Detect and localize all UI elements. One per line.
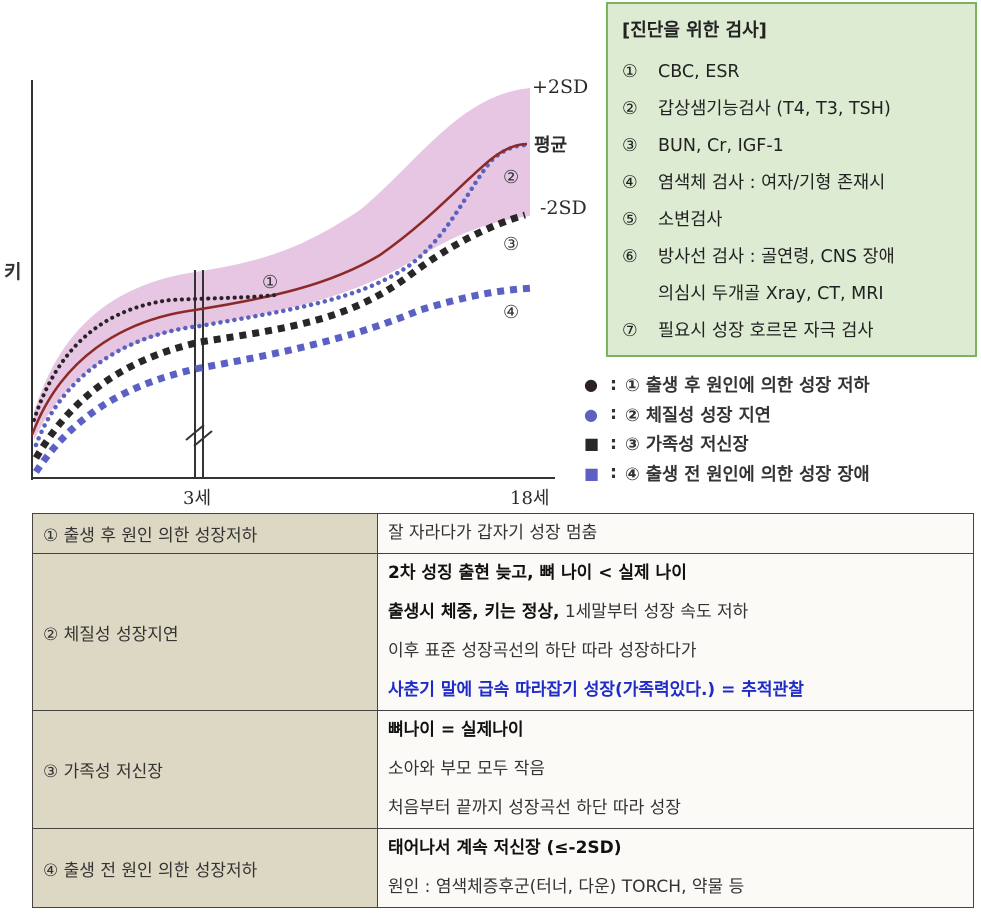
row-line-bold: 출생시 체중, 키는 정상, <box>388 602 560 622</box>
test-text: 갑상샘기능검사 (T4, T3, TSH) <box>658 99 891 119</box>
test-item: ④ 염색체 검사 : 여자/기형 존재시 <box>622 165 961 202</box>
test-item: ⑥ 방사선 검사 : 골연령, CNS 장애 <box>622 239 961 276</box>
row-line: 태어나서 계속 저신장 (≤-2SD) <box>388 838 622 858</box>
curve-4-prenatal <box>33 284 534 474</box>
legend-item: ■ : ④ 출생 전 원인에 의한 성장 장애 <box>584 459 976 489</box>
test-item: ⑦ 필요시 성장 호르몬 자극 검사 <box>622 313 961 350</box>
legend-dot-icon: ● <box>584 375 598 395</box>
test-text: BUN, Cr, IGF-1 <box>658 136 784 156</box>
legend-square-icon: ■ <box>584 463 600 483</box>
x-tick-3: 3세 <box>183 488 211 509</box>
test-text: CBC, ESR <box>658 62 740 82</box>
axis-break-slash2 <box>193 430 213 447</box>
row-content: 태어나서 계속 저신장 (≤-2SD) 원인 : 염색체증후군(터너, 다운) … <box>377 828 974 908</box>
legend-item: ■ : ③ 가족성 저신장 <box>584 429 976 459</box>
legend-text: ④ 출생 전 원인에 의한 성장 장애 <box>625 464 870 485</box>
test-num: ① <box>622 62 638 82</box>
legend-dot-icon: ● <box>584 404 598 424</box>
curve-marker-2: ② <box>503 167 519 188</box>
legend-item: ● : ② 체질성 성장 지연 <box>584 400 976 430</box>
row-line-highlight: 사춘기 말에 급속 따라잡기 성장(가족력있다.) = 추적관찰 <box>388 680 804 700</box>
test-num: ⑦ <box>622 321 638 341</box>
growth-disorder-table: ① 출생 후 원인 의한 성장저하 잘 자라다가 갑자기 성장 멈춤 ② 체질성… <box>32 513 974 908</box>
curve-marker-3: ③ <box>503 234 519 255</box>
legend-colon: : <box>610 463 617 484</box>
test-text: 방사선 검사 : 골연령, CNS 장애 <box>658 247 895 267</box>
row-line: 출생시 체중, 키는 정상, 1세말부터 성장 속도 저하 <box>388 593 963 632</box>
test-item: ③ BUN, Cr, IGF-1 <box>622 128 961 165</box>
row-line: 원인 : 염색체증후군(터너, 다운) TORCH, 약물 등 <box>388 877 745 897</box>
legend-item: ● : ① 출생 후 원인에 의한 성장 저하 <box>584 370 976 400</box>
diagnostic-tests-box: [진단을 위한 검사] ① CBC, ESR ② 갑상샘기능검사 (T4, T3, … <box>606 2 977 357</box>
label-plus2sd: +2SD <box>532 76 588 98</box>
row-label: ④ 출생 전 원인 의한 성장저하 <box>32 828 378 908</box>
test-item: ⑤ 소변검사 <box>622 202 961 239</box>
test-num: ④ <box>622 173 638 193</box>
row-line: 이후 표준 성장곡선의 하단 따라 성장하다가 <box>388 641 697 661</box>
x-tick-18: 18세 <box>510 488 549 509</box>
legend-colon: : <box>610 404 617 425</box>
growth-chart: +2SD 평균 -2SD ① ② ③ ④ 키 3세 18세 <box>4 76 588 509</box>
row-line: 소아와 부모 모두 작음 <box>388 759 545 779</box>
row-content: 잘 자라다가 갑자기 성장 멈춤 <box>377 513 974 554</box>
row-line-rest: 1세말부터 성장 속도 저하 <box>559 602 749 622</box>
test-num: ② <box>622 99 638 119</box>
test-num: ③ <box>622 136 638 156</box>
curve-3-familial <box>32 211 526 460</box>
test-text: 의심시 두개골 Xray, CT, MRI <box>658 284 884 304</box>
row-line: 뼈나이 = 실제나이 <box>388 720 524 740</box>
test-num: ⑤ <box>622 210 638 230</box>
legend-square-icon: ■ <box>584 434 600 454</box>
table-row: ④ 출생 전 원인 의한 성장저하 태어나서 계속 저신장 (≤-2SD) 원인… <box>32 828 974 908</box>
row-line: 처음부터 끝까지 성장곡선 하단 따라 성장 <box>388 798 681 818</box>
label-minus2sd: -2SD <box>540 197 587 219</box>
legend-text: ① 출생 후 원인에 의한 성장 저하 <box>625 376 870 397</box>
curve-marker-1: ① <box>262 272 278 293</box>
table-row: ② 체질성 성장지연 2차 성징 출현 늦고, 뼈 나이 < 실제 나이 출생시… <box>32 553 974 711</box>
row-line: 잘 자라다가 갑자기 성장 멈춤 <box>388 523 598 543</box>
legend-colon: : <box>610 374 617 395</box>
test-text: 염색체 검사 : 여자/기형 존재시 <box>658 173 886 193</box>
mean-curve <box>30 142 528 436</box>
legend-colon: : <box>610 433 617 454</box>
row-content: 뼈나이 = 실제나이 소아와 부모 모두 작음 처음부터 끝까지 성장곡선 하단… <box>377 710 974 829</box>
test-item: ② 갑상샘기능검사 (T4, T3, TSH) <box>622 91 961 128</box>
row-label: ② 체질성 성장지연 <box>32 553 378 711</box>
sd-band <box>34 88 530 440</box>
test-item: ① CBC, ESR <box>622 54 961 91</box>
curve-marker-4: ④ <box>503 302 519 323</box>
test-num: ⑥ <box>622 247 638 267</box>
legend-text: ② 체질성 성장 지연 <box>625 405 771 426</box>
curve-1-postnatal <box>32 293 277 422</box>
test-text: 필요시 성장 호르몬 자극 검사 <box>658 321 874 341</box>
row-label: ③ 가족성 저신장 <box>32 710 378 829</box>
chart-legend: ● : ① 출생 후 원인에 의한 성장 저하 ● : ② 체질성 성장 지연 … <box>584 370 976 488</box>
table-row: ③ 가족성 저신장 뼈나이 = 실제나이 소아와 부모 모두 작음 처음부터 끝… <box>32 710 974 829</box>
row-content: 2차 성징 출현 늦고, 뼈 나이 < 실제 나이 출생시 체중, 키는 정상,… <box>377 553 974 711</box>
y-axis-label: 키 <box>4 261 21 283</box>
table-row: ① 출생 후 원인 의한 성장저하 잘 자라다가 갑자기 성장 멈춤 <box>32 513 974 554</box>
axis-break-slash1 <box>185 424 205 441</box>
row-label: ① 출생 후 원인 의한 성장저하 <box>32 513 378 554</box>
legend-text: ③ 가족성 저신장 <box>625 435 749 456</box>
test-text: 소변검사 <box>658 210 723 230</box>
tests-title: [진단을 위한 검사] <box>622 20 767 41</box>
label-mean: 평균 <box>534 135 567 156</box>
row-line: 2차 성징 출현 늦고, 뼈 나이 < 실제 나이 <box>388 563 687 583</box>
test-num <box>622 276 658 313</box>
test-item: 의심시 두개골 Xray, CT, MRI <box>622 276 961 313</box>
